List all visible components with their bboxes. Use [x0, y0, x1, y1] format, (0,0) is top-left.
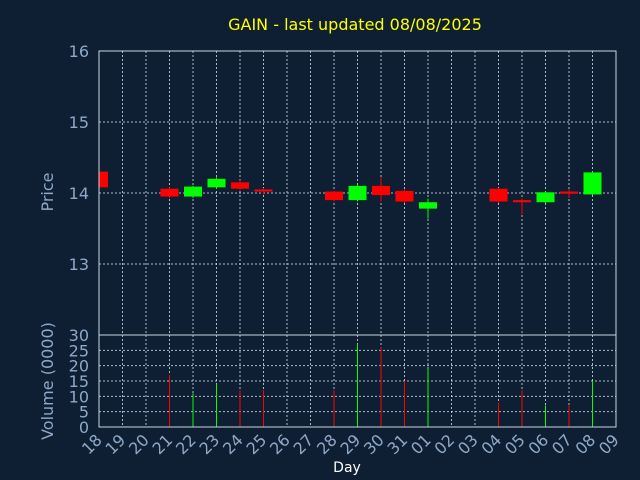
candle-body	[419, 202, 437, 209]
volume-panel-frame	[98, 334, 617, 428]
axis-tick-labels: 1314151605101520253018192021222324252627…	[69, 42, 623, 458]
price-tick-label: 16	[69, 42, 89, 61]
candle-body	[395, 190, 414, 202]
candle-body	[184, 186, 202, 197]
volume-tick-label: 15	[69, 372, 89, 391]
candle-body	[207, 178, 226, 188]
candle-body	[231, 182, 249, 189]
x-axis-label: Day	[333, 460, 361, 476]
volume-tick-label: 20	[69, 357, 89, 376]
price-axis-label: Price	[38, 172, 57, 211]
volume-series	[169, 344, 593, 427]
candle-body	[583, 172, 602, 195]
candle-body	[325, 191, 343, 201]
candle-body	[99, 171, 108, 188]
candle-body	[560, 191, 578, 194]
candle-body	[254, 189, 273, 192]
candle-body	[513, 200, 531, 203]
chart-title: GAIN - last updated 08/08/2025	[228, 15, 482, 34]
volume-axis-label: Volume (0000)	[38, 322, 57, 440]
volume-tick-label: 5	[79, 403, 89, 422]
price-tick-label: 15	[69, 113, 89, 132]
volume-tick-label: 25	[69, 341, 89, 360]
x-tick-label: 09	[595, 430, 623, 458]
volume-tick-label: 10	[69, 387, 89, 406]
price-tick-label: 14	[69, 184, 89, 203]
candle-body	[160, 188, 179, 197]
volume-tick-label: 0	[79, 418, 89, 437]
candle-body	[348, 185, 367, 201]
candle-body	[536, 192, 555, 203]
candle-body	[489, 188, 508, 202]
candle-series	[98, 171, 602, 219]
volume-tick-label: 30	[69, 326, 89, 345]
candle-body	[372, 185, 390, 196]
price-tick-label: 13	[69, 255, 89, 274]
